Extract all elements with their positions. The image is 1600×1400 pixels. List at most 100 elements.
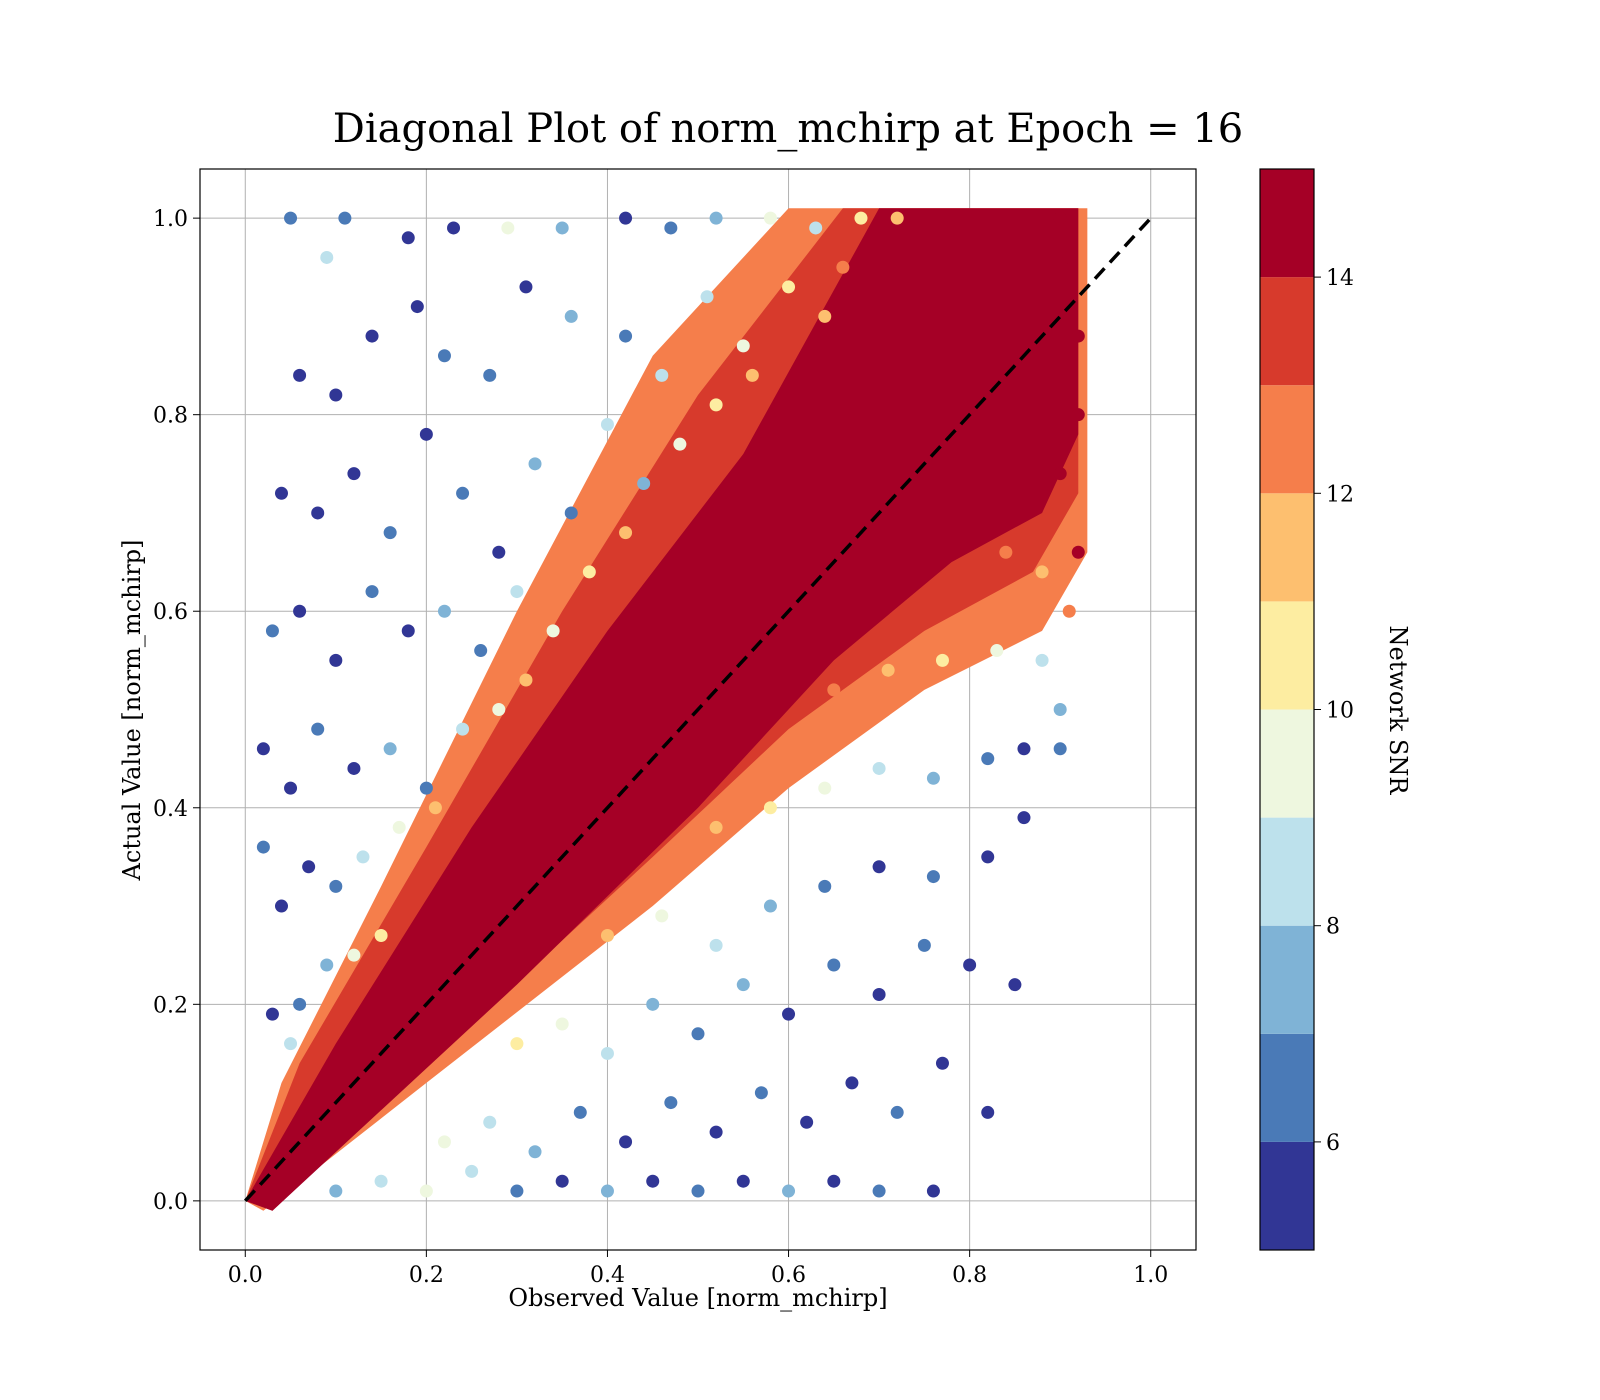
scatter-point	[782, 1184, 796, 1198]
colorbar-bin	[1260, 1033, 1314, 1142]
colorbar-tick-label: 6	[1326, 1131, 1340, 1156]
scatter-point	[872, 987, 886, 1001]
scatter-point	[600, 929, 614, 943]
scatter-point	[736, 978, 750, 992]
scatter-point	[700, 290, 714, 304]
y-tick-label: 0.0	[153, 1190, 188, 1215]
x-axis-label: Observed Value [norm_mchirp]	[508, 1284, 887, 1312]
scatter-point	[917, 938, 931, 952]
scatter-point	[419, 1184, 433, 1198]
scatter-point	[782, 280, 796, 294]
colorbar-bin	[1260, 169, 1314, 278]
scatter-point	[1017, 811, 1031, 825]
scatter-point	[365, 329, 379, 343]
scatter-point	[763, 211, 777, 225]
colorbar-bin	[1260, 601, 1314, 710]
scatter-point	[754, 1086, 768, 1100]
scatter-point	[872, 1184, 886, 1198]
scatter-point	[600, 418, 614, 432]
chart-title: Diagonal Plot of norm_mchirp at Epoch = …	[333, 106, 1243, 152]
colorbar-tick-label: 10	[1326, 699, 1354, 724]
scatter-point	[365, 585, 379, 599]
scatter-point	[1053, 211, 1067, 225]
scatter-point	[664, 1096, 678, 1110]
scatter-point	[935, 653, 949, 667]
scatter-point	[519, 673, 533, 687]
scatter-point	[519, 280, 533, 294]
scatter-point	[673, 437, 687, 451]
scatter-point	[999, 545, 1013, 559]
colorbar-bin	[1260, 277, 1314, 386]
y-tick-label: 0.2	[153, 993, 188, 1018]
x-tick-label: 0.0	[228, 1263, 263, 1288]
scatter-point	[945, 565, 959, 579]
scatter-point	[890, 211, 904, 225]
scatter-point	[483, 1115, 497, 1129]
scatter-point	[528, 1145, 542, 1159]
scatter-point	[564, 506, 578, 520]
scatter-point	[600, 1184, 614, 1198]
scatter-point	[736, 339, 750, 353]
scatter-point	[492, 703, 506, 716]
scatter-point	[528, 457, 542, 471]
scatter-points	[256, 211, 1085, 1198]
scatter-point	[374, 1174, 388, 1188]
scatter-point	[1035, 653, 1049, 667]
scatter-point	[1053, 703, 1067, 716]
y-axis-label: Actual Value [norm_mchirp]	[118, 540, 146, 882]
scatter-point	[329, 879, 343, 893]
scatter-point	[981, 752, 995, 766]
scatter-point	[854, 211, 868, 225]
x-tick-label: 0.2	[409, 1263, 444, 1288]
scatter-point	[890, 1105, 904, 1119]
scatter-point	[555, 221, 569, 235]
scatter-point	[872, 860, 886, 874]
scatter-point	[655, 368, 669, 382]
density-bands	[245, 208, 1088, 1211]
scatter-point	[1071, 545, 1085, 559]
scatter-point	[981, 1105, 995, 1119]
scatter-point	[1071, 408, 1085, 422]
scatter-point	[401, 231, 415, 245]
scatter-point	[456, 722, 470, 736]
scatter-point	[311, 722, 325, 736]
scatter-point	[456, 486, 470, 500]
scatter-point	[646, 997, 660, 1011]
scatter-point	[338, 211, 352, 225]
identity-reference-line	[243, 216, 1153, 1203]
y-tick-label: 0.8	[153, 404, 188, 429]
scatter-point	[555, 1174, 569, 1188]
scatter-point	[320, 958, 334, 972]
scatter-point	[546, 624, 560, 638]
scatter-point	[329, 1184, 343, 1198]
scatter-point	[709, 1125, 723, 1139]
scatter-point	[709, 398, 723, 412]
scatter-point	[963, 958, 977, 972]
scatter-point	[410, 300, 424, 314]
scatter-point	[419, 427, 433, 441]
scatter-point	[1053, 467, 1067, 481]
scatter-point	[465, 1164, 479, 1178]
scatter-point	[926, 870, 940, 884]
x-axis-ticks: 0.0 0.2 0.4 0.6 0.8 1.0	[228, 1250, 1168, 1288]
scatter-point	[501, 221, 515, 235]
scatter-point	[447, 221, 461, 235]
scatter-point	[284, 781, 298, 795]
scatter-point	[293, 604, 307, 618]
scatter-point	[374, 929, 388, 943]
scatter-point	[736, 1174, 750, 1188]
scatter-point	[564, 309, 578, 323]
colorbar-bin	[1260, 817, 1314, 926]
scatter-point	[646, 1174, 660, 1188]
scatter-point	[510, 585, 524, 599]
scatter-point	[836, 260, 850, 274]
scatter-point	[311, 506, 325, 520]
scatter-point	[926, 771, 940, 785]
scatter-point	[709, 211, 723, 225]
scatter-point	[1062, 250, 1076, 264]
scatter-point	[782, 1007, 796, 1021]
scatter-point	[664, 221, 678, 235]
scatter-point	[573, 1105, 587, 1119]
scatter-point	[555, 1017, 569, 1031]
